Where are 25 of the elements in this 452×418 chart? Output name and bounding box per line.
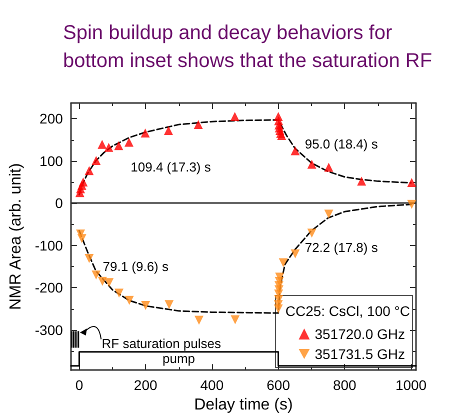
chart-subtitle: bottom inset shows that the saturation RF (63, 50, 432, 72)
x-tick-label: 1000 (395, 377, 427, 394)
x-tick-label: 0 (75, 377, 84, 394)
annotation: 79.1 (9.6) s (102, 259, 169, 274)
legend-title: CC25: CsCl, 100 °C (285, 303, 410, 319)
x-tick-label: 600 (266, 377, 290, 394)
x-tick-label: 400 (200, 377, 224, 394)
annotation: RF saturation pulses (102, 336, 222, 351)
x-tick-label: 800 (332, 377, 357, 394)
y-tick-label: 100 (40, 152, 64, 169)
y-tick-label: -200 (34, 280, 64, 296)
y-axis-title: NMR Area (arb. unit) (8, 163, 24, 310)
y-tick-label: 0 (55, 195, 64, 212)
annotation: 95.0 (18.4) s (304, 136, 378, 152)
y-tick-label: 200 (40, 110, 64, 127)
legend-label: 351731.5 GHz (314, 346, 406, 362)
x-tick-label: 200 (134, 377, 158, 394)
legend-label: 351720.0 GHz (314, 326, 406, 342)
chart-title: Spin buildup and decay behaviors for (63, 22, 392, 44)
x-axis-title: Delay time (s) (194, 396, 293, 414)
annotation: 72.2 (17.8) s (304, 240, 378, 256)
annotation: 109.4 (17.3) s (130, 160, 212, 175)
annotation: pump (162, 351, 196, 366)
y-tick-label: -300 (34, 322, 64, 338)
y-tick-label: -100 (34, 237, 64, 254)
